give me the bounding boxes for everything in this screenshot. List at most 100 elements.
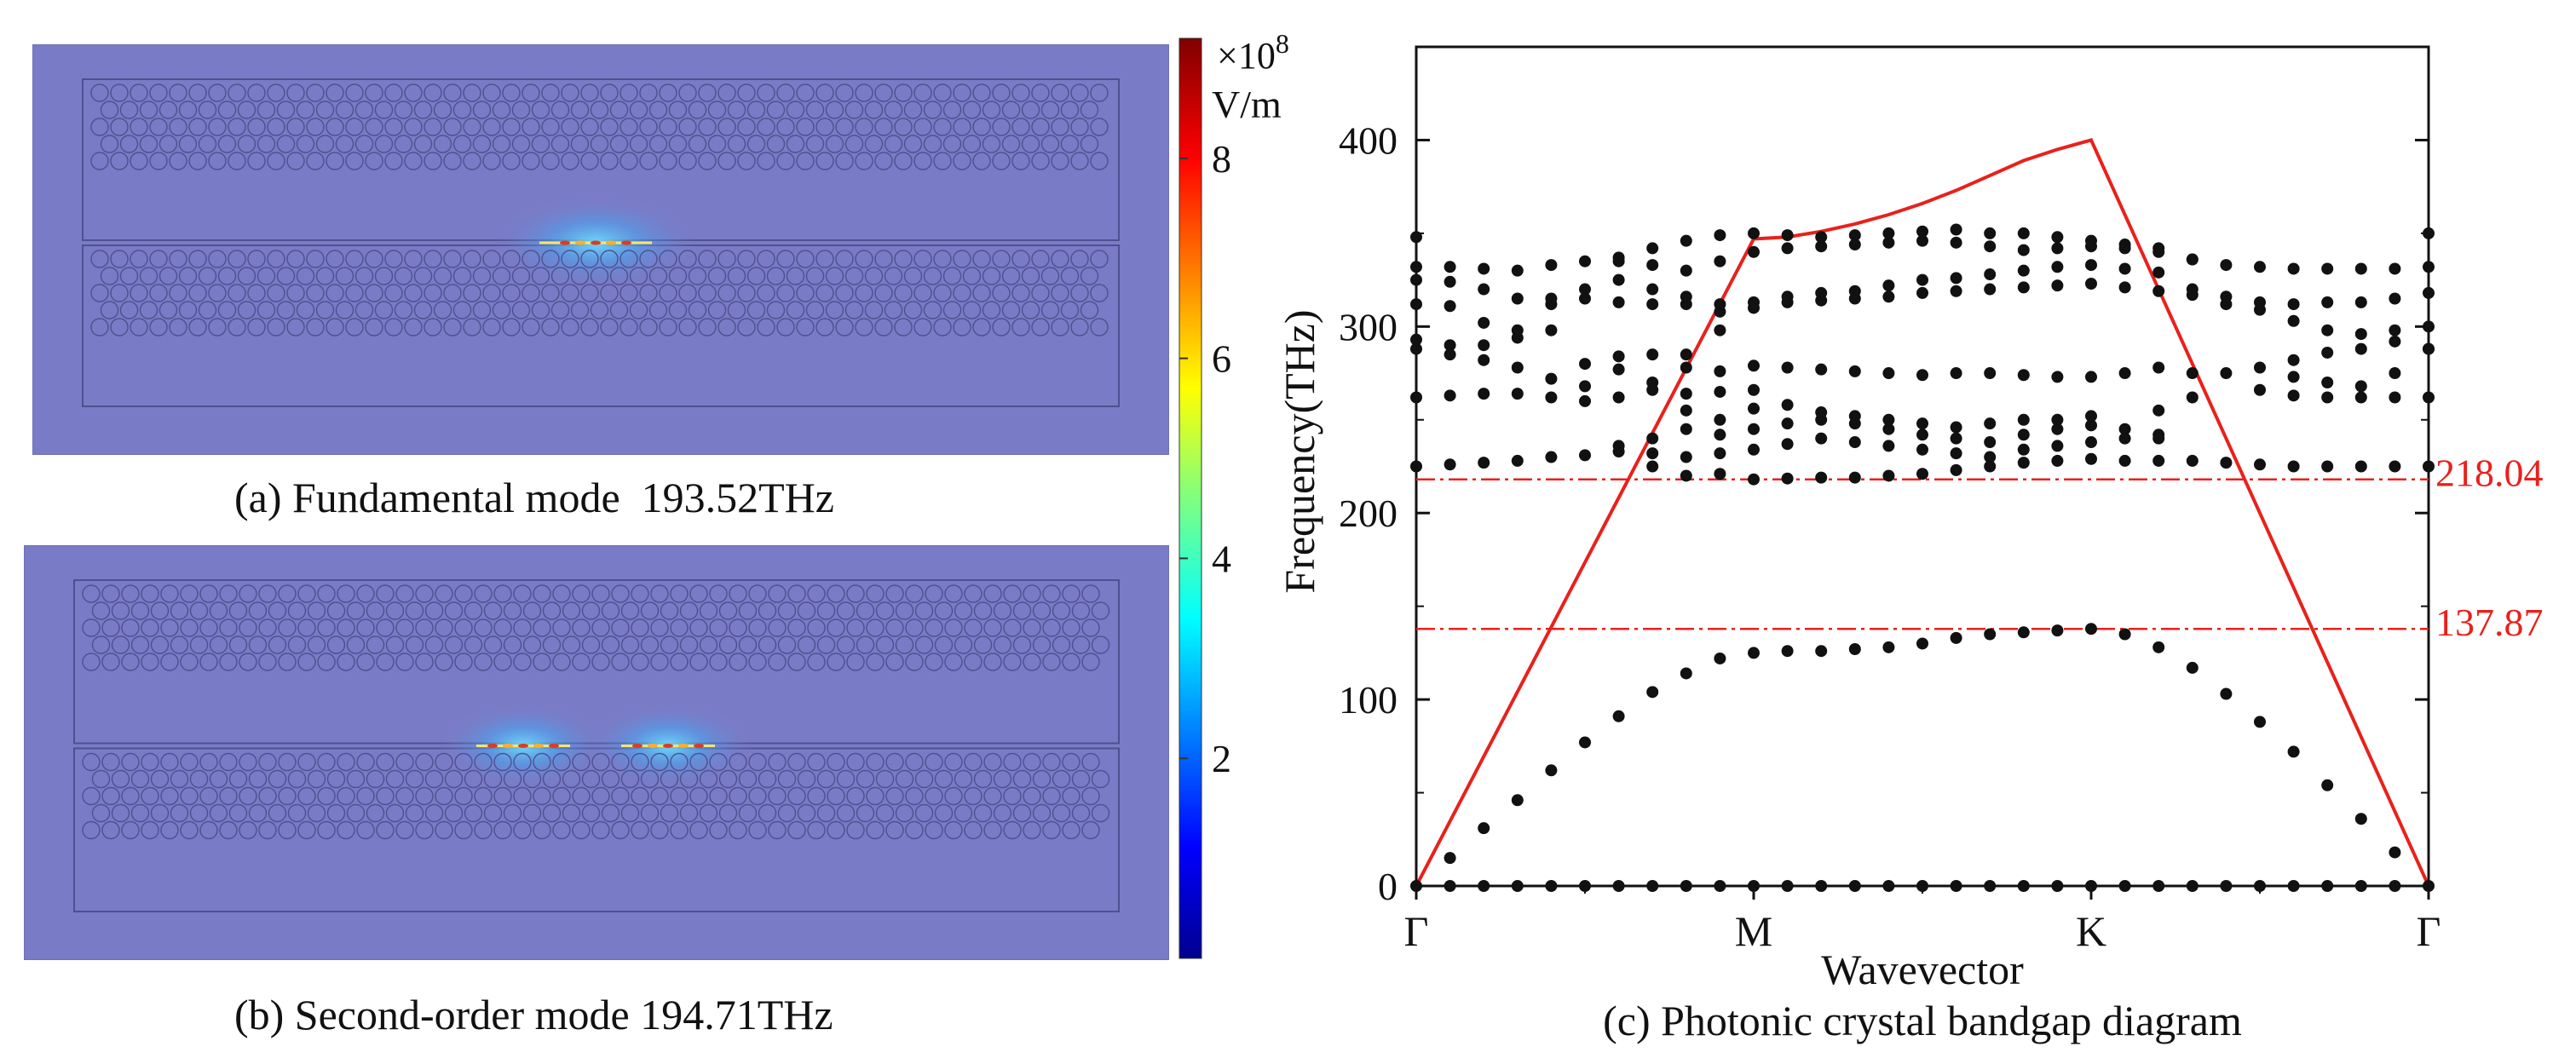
air-hole bbox=[239, 786, 257, 806]
band-point-band2 bbox=[2051, 624, 2064, 637]
band-point-band1 bbox=[1950, 880, 1962, 892]
air-hole bbox=[1040, 267, 1060, 285]
band-point-band1 bbox=[2220, 880, 2233, 892]
colorbar-ticks: 2 4 6 8 bbox=[1179, 137, 1231, 780]
band-point-band10 bbox=[2085, 277, 2097, 290]
air-hole bbox=[1023, 786, 1041, 806]
air-hole bbox=[239, 584, 257, 603]
air-hole bbox=[1071, 636, 1091, 654]
air-hole bbox=[296, 267, 315, 285]
air-hole bbox=[424, 250, 442, 268]
band-point-band10 bbox=[1612, 296, 1625, 308]
air-hole bbox=[1021, 301, 1040, 319]
band-point-band7 bbox=[1545, 391, 1558, 404]
air-hole bbox=[659, 152, 677, 170]
air-hole bbox=[335, 301, 354, 319]
air-hole bbox=[424, 83, 442, 102]
x-tick-label: K bbox=[2076, 907, 2106, 955]
air-hole bbox=[885, 618, 904, 637]
x-tick-label: M bbox=[1735, 907, 1772, 955]
air-hole bbox=[816, 803, 836, 823]
air-hole bbox=[180, 752, 199, 772]
air-hole bbox=[228, 250, 246, 268]
air-hole bbox=[482, 152, 501, 170]
air-hole bbox=[954, 636, 973, 654]
x-tick-label: Γ bbox=[2417, 907, 2441, 955]
band-point-band2 bbox=[1882, 641, 1895, 653]
band-point-band2 bbox=[1714, 652, 1726, 664]
air-hole bbox=[561, 318, 579, 336]
air-hole bbox=[335, 101, 354, 119]
air-hole bbox=[482, 318, 501, 336]
band-point-band1 bbox=[2051, 880, 2064, 892]
air-hole bbox=[326, 601, 346, 620]
air-hole bbox=[718, 769, 738, 789]
air-hole bbox=[807, 653, 826, 671]
air-hole bbox=[875, 803, 895, 823]
field-peak bbox=[606, 240, 616, 245]
air-hole bbox=[1080, 267, 1099, 285]
air-hole bbox=[993, 636, 1012, 654]
air-hole bbox=[287, 636, 307, 654]
air-hole bbox=[315, 101, 335, 119]
band-point-band2 bbox=[1545, 764, 1558, 777]
air-hole bbox=[601, 636, 620, 654]
air-hole bbox=[766, 101, 786, 119]
air-hole bbox=[356, 786, 375, 806]
air-hole bbox=[807, 786, 826, 806]
air-hole bbox=[844, 301, 864, 319]
air-hole bbox=[189, 636, 209, 654]
band-point-band12 bbox=[2287, 262, 2300, 275]
air-hole bbox=[1062, 786, 1081, 806]
air-hole bbox=[247, 318, 266, 336]
air-hole bbox=[278, 584, 297, 603]
air-hole bbox=[609, 135, 629, 153]
air-hole bbox=[1071, 601, 1091, 620]
air-hole bbox=[395, 584, 414, 603]
air-hole bbox=[267, 318, 285, 336]
band-point-band7 bbox=[2354, 391, 2367, 404]
air-hole bbox=[797, 601, 816, 620]
air-hole bbox=[533, 653, 551, 671]
air-hole bbox=[591, 584, 610, 603]
air-hole bbox=[962, 101, 982, 119]
air-hole bbox=[993, 769, 1012, 789]
band-point-band10 bbox=[1646, 298, 1659, 311]
air-hole bbox=[844, 135, 864, 153]
band-point-band10 bbox=[1444, 300, 1456, 313]
colorbar-tick-label: 6 bbox=[1212, 337, 1231, 381]
air-hole bbox=[846, 653, 865, 671]
air-hole bbox=[474, 618, 493, 637]
air-hole bbox=[121, 752, 140, 772]
air-hole bbox=[297, 786, 316, 806]
air-hole bbox=[933, 152, 952, 170]
air-hole bbox=[631, 584, 649, 603]
band-point-band8 bbox=[1984, 367, 1997, 380]
air-hole bbox=[1090, 118, 1109, 136]
air-hole bbox=[365, 152, 383, 170]
air-hole bbox=[689, 752, 708, 772]
air-hole bbox=[550, 267, 570, 285]
air-hole bbox=[903, 135, 923, 153]
air-hole bbox=[972, 284, 991, 302]
air-hole bbox=[188, 83, 207, 102]
air-hole bbox=[258, 653, 277, 671]
air-hole bbox=[923, 267, 942, 285]
air-hole bbox=[247, 152, 266, 170]
air-hole bbox=[522, 318, 540, 336]
air-hole bbox=[815, 152, 834, 170]
air-hole bbox=[180, 653, 199, 671]
band-point-band2 bbox=[1815, 645, 1828, 658]
air-hole bbox=[942, 301, 962, 319]
band-point-band3 bbox=[2423, 460, 2435, 473]
band-point-band6 bbox=[1882, 413, 1895, 426]
band-point-band12 bbox=[1410, 261, 1422, 273]
air-hole bbox=[758, 636, 777, 654]
band-point-band4 bbox=[1646, 447, 1659, 460]
band-point-band5 bbox=[1916, 428, 1928, 441]
air-hole bbox=[90, 318, 109, 336]
air-hole bbox=[374, 135, 394, 153]
air-hole bbox=[1023, 618, 1041, 637]
air-hole bbox=[286, 250, 305, 268]
air-hole bbox=[1011, 118, 1030, 136]
